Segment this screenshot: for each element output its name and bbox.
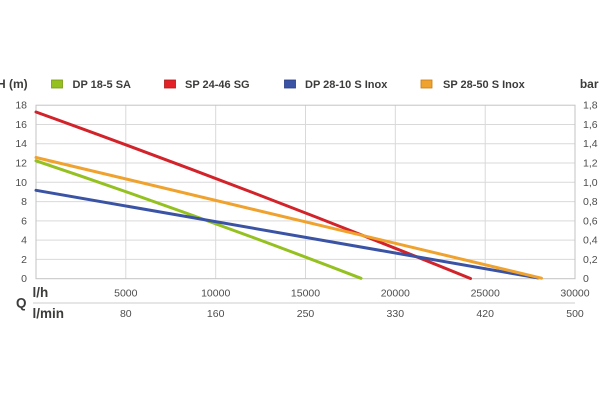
svg-text:bar: bar <box>580 77 599 91</box>
svg-text:160: 160 <box>207 308 225 320</box>
svg-text:1,6: 1,6 <box>583 119 598 131</box>
svg-text:18: 18 <box>15 100 27 112</box>
svg-text:14: 14 <box>15 138 27 150</box>
svg-text:1,0: 1,0 <box>583 177 598 189</box>
svg-text:10000: 10000 <box>201 288 230 300</box>
svg-text:15000: 15000 <box>291 288 320 300</box>
svg-text:10: 10 <box>15 177 27 189</box>
svg-text:16: 16 <box>15 119 27 131</box>
svg-text:20000: 20000 <box>381 288 410 300</box>
svg-text:0,8: 0,8 <box>583 196 598 208</box>
svg-text:Q: Q <box>16 296 27 311</box>
svg-text:DP 28-10 S Inox: DP 28-10 S Inox <box>305 79 388 91</box>
svg-text:80: 80 <box>120 308 132 320</box>
svg-text:12: 12 <box>15 158 27 170</box>
svg-text:420: 420 <box>476 308 494 320</box>
svg-text:1,4: 1,4 <box>583 138 598 150</box>
svg-text:500: 500 <box>566 308 584 320</box>
svg-text:25000: 25000 <box>471 288 500 300</box>
svg-text:4: 4 <box>21 235 27 247</box>
svg-text:H (m): H (m) <box>0 77 28 91</box>
svg-text:330: 330 <box>387 308 405 320</box>
svg-text:1,8: 1,8 <box>583 100 598 112</box>
svg-text:6: 6 <box>21 215 27 227</box>
svg-text:5000: 5000 <box>114 288 138 300</box>
svg-text:1,2: 1,2 <box>583 158 598 170</box>
svg-text:l/min: l/min <box>33 306 65 321</box>
svg-text:SP 24-46 SG: SP 24-46 SG <box>185 79 250 91</box>
svg-text:DP 18-5 SA: DP 18-5 SA <box>73 79 132 91</box>
svg-text:SP 28-50 S Inox: SP 28-50 S Inox <box>443 79 526 91</box>
svg-text:250: 250 <box>297 308 315 320</box>
svg-text:2: 2 <box>21 254 27 266</box>
svg-text:0,4: 0,4 <box>583 235 598 247</box>
svg-text:0: 0 <box>583 273 589 285</box>
svg-text:0: 0 <box>21 273 27 285</box>
svg-text:8: 8 <box>21 196 27 208</box>
svg-text:30000: 30000 <box>560 288 589 300</box>
svg-text:0,2: 0,2 <box>583 254 598 266</box>
svg-text:l/h: l/h <box>33 285 49 300</box>
svg-text:0,6: 0,6 <box>583 215 598 227</box>
